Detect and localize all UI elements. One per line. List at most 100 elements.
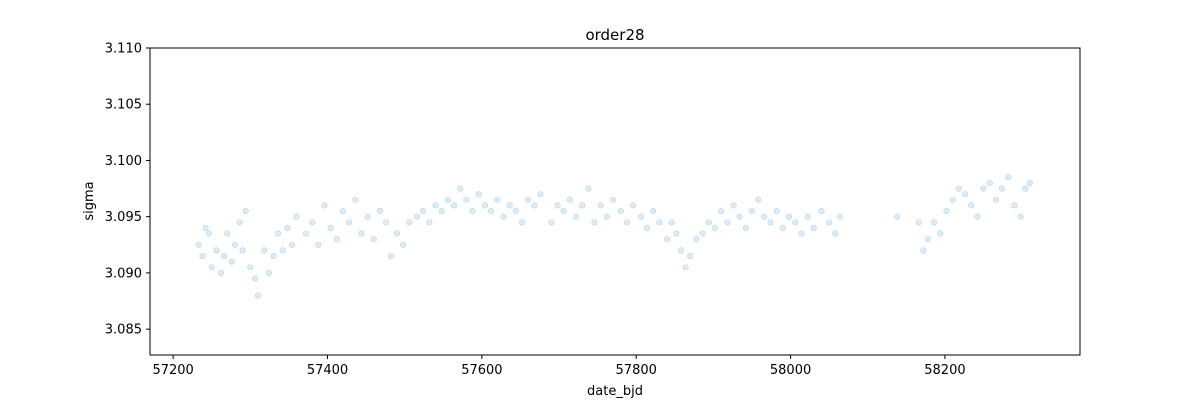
data-point xyxy=(663,236,671,243)
data-point xyxy=(554,202,561,209)
data-point xyxy=(393,230,401,237)
data-point xyxy=(387,252,394,260)
data-point xyxy=(687,252,694,260)
data-point xyxy=(591,219,598,226)
data-point xyxy=(637,213,645,220)
plot-area-frame xyxy=(149,47,1081,356)
data-point xyxy=(968,202,975,209)
data-point xyxy=(531,202,538,209)
y-tick-label: 3.105 xyxy=(105,98,142,113)
x-tick-label: 57200 xyxy=(152,363,193,378)
data-point xyxy=(810,224,817,231)
data-point xyxy=(261,247,268,254)
data-point xyxy=(609,196,617,203)
data-point xyxy=(506,202,513,209)
data-point xyxy=(893,213,901,220)
data-point xyxy=(469,208,476,215)
data-point xyxy=(537,191,544,198)
data-point xyxy=(623,219,631,226)
data-point xyxy=(705,219,712,226)
data-point xyxy=(980,185,987,192)
data-point xyxy=(566,196,574,203)
y-axis-label: sigma xyxy=(82,181,97,220)
data-point xyxy=(309,219,316,226)
x-tick-label: 57400 xyxy=(307,363,348,378)
data-point xyxy=(239,247,246,254)
data-point xyxy=(804,213,811,220)
data-point xyxy=(413,213,421,220)
data-point xyxy=(974,213,981,220)
data-point xyxy=(792,219,799,226)
chart-title: order28 xyxy=(585,26,644,44)
data-point xyxy=(315,241,322,248)
data-point xyxy=(288,241,296,248)
data-point xyxy=(195,241,202,248)
data-point xyxy=(992,196,1000,203)
data-point xyxy=(199,252,206,260)
data-point xyxy=(572,213,580,220)
data-point xyxy=(457,185,464,192)
data-point xyxy=(236,219,243,226)
data-point xyxy=(915,219,922,226)
data-point xyxy=(346,219,353,226)
data-point xyxy=(251,275,259,282)
data-point xyxy=(761,213,768,220)
data-point xyxy=(406,219,413,226)
data-point xyxy=(668,219,675,226)
data-point xyxy=(512,208,519,215)
data-point xyxy=(730,202,737,209)
y-tick-label: 3.110 xyxy=(105,42,142,57)
data-point xyxy=(798,230,805,237)
data-point xyxy=(832,230,839,237)
data-point xyxy=(826,219,833,226)
scatter-points xyxy=(195,174,1033,299)
data-point xyxy=(773,208,780,215)
x-axis-label: date_bjd xyxy=(587,384,643,399)
data-point xyxy=(736,213,743,220)
data-point xyxy=(217,269,225,277)
y-tick-label: 3.090 xyxy=(105,266,142,281)
data-point xyxy=(270,252,277,260)
y-tick-label: 3.100 xyxy=(105,154,142,169)
x-tick-label: 58200 xyxy=(924,363,965,378)
data-point xyxy=(426,219,433,226)
data-point xyxy=(321,202,328,209)
data-point xyxy=(275,230,282,237)
data-point xyxy=(205,230,212,237)
data-point xyxy=(432,202,439,209)
data-point xyxy=(463,196,470,203)
data-point xyxy=(643,224,651,231)
y-axis: 3.085 3.090 3.095 3.100 3.105 3.110 xyxy=(105,42,150,338)
data-point xyxy=(1022,185,1029,192)
data-point xyxy=(370,236,377,243)
data-point xyxy=(254,292,262,299)
data-point xyxy=(767,219,774,226)
data-point xyxy=(279,247,286,254)
data-point xyxy=(438,208,445,215)
data-point xyxy=(673,230,680,237)
data-point xyxy=(265,269,273,277)
data-point xyxy=(656,219,663,226)
data-point xyxy=(920,247,927,254)
data-point xyxy=(937,230,944,237)
data-point xyxy=(779,224,787,231)
data-point xyxy=(711,224,719,231)
data-point xyxy=(603,213,611,220)
data-point xyxy=(693,236,700,243)
data-point xyxy=(444,196,452,203)
data-point xyxy=(400,241,407,248)
data-point xyxy=(221,252,228,260)
x-tick-label: 57800 xyxy=(616,363,657,378)
data-point xyxy=(986,179,993,186)
data-point xyxy=(525,196,532,203)
data-point xyxy=(1017,213,1024,220)
data-point xyxy=(481,202,489,209)
data-point xyxy=(302,230,310,237)
data-point xyxy=(617,208,624,215)
data-point xyxy=(518,219,526,226)
data-point xyxy=(836,213,844,220)
data-point xyxy=(202,224,209,231)
data-point xyxy=(339,208,347,215)
data-point xyxy=(924,236,932,243)
